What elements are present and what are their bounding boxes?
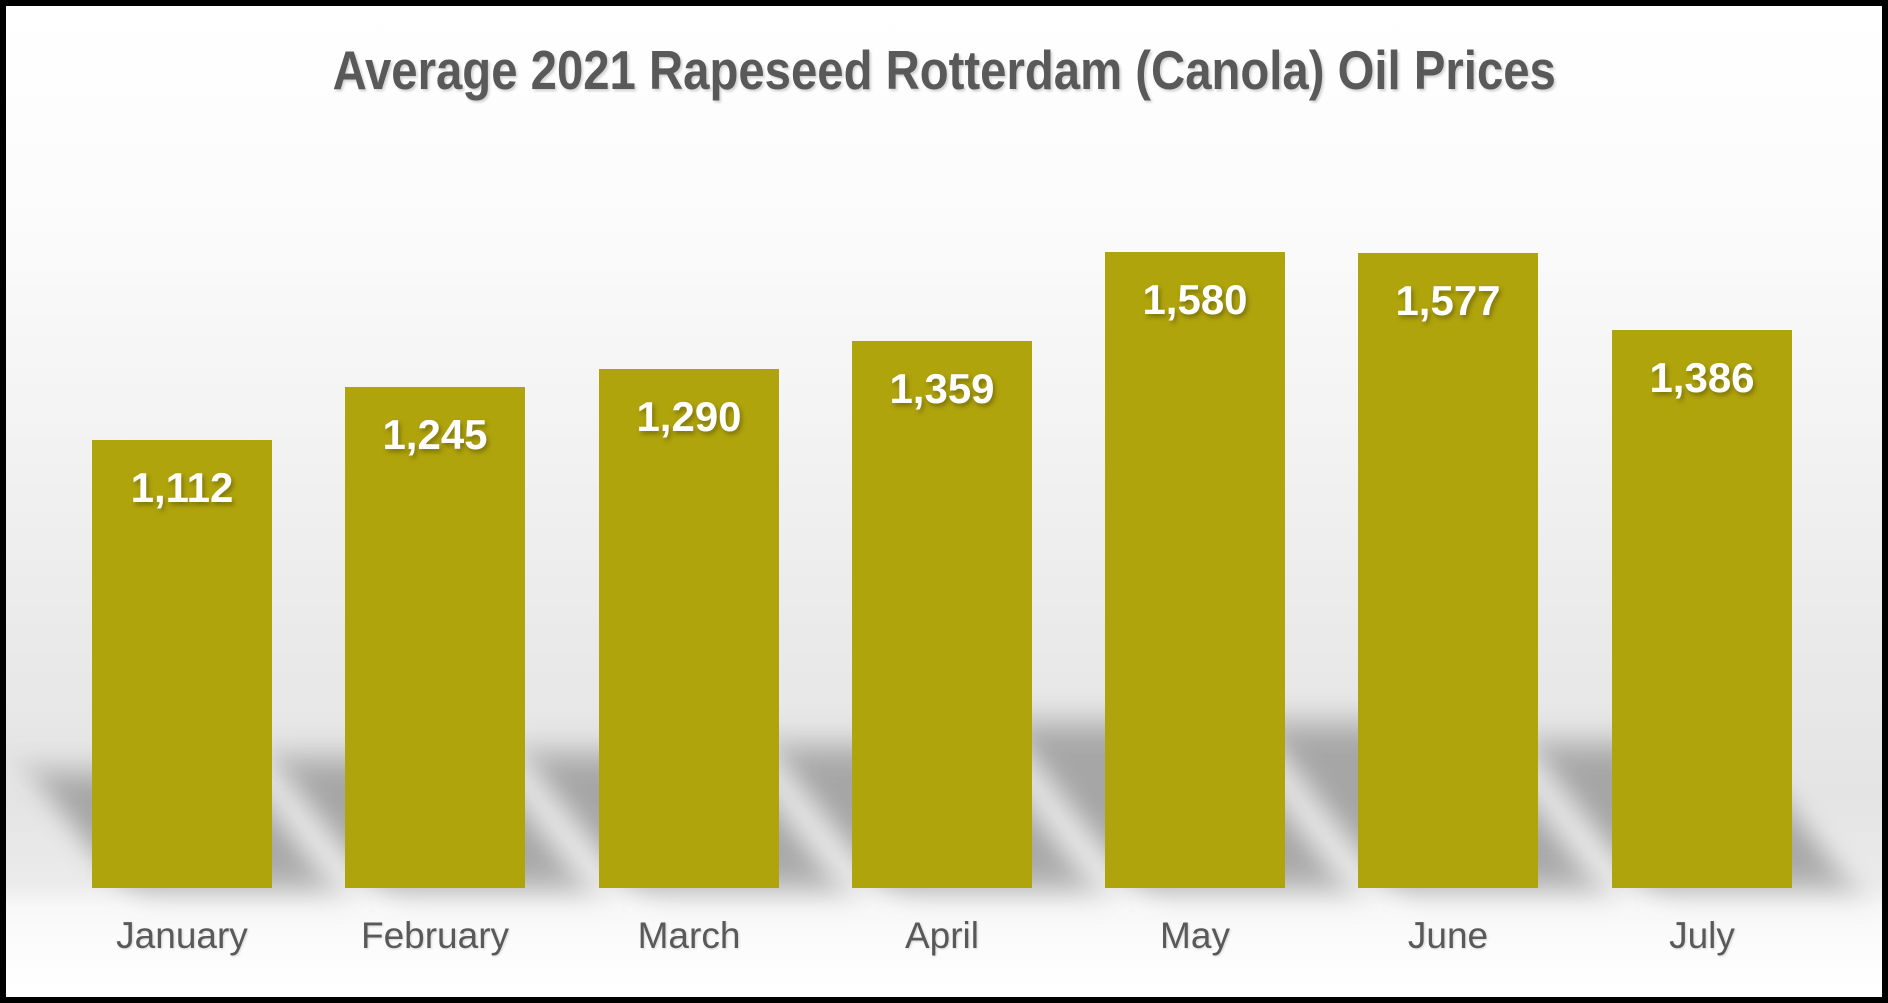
bar-value-label: 1,577: [1395, 277, 1501, 324]
category-label-february: February: [360, 915, 510, 956]
bar-june: 1,577: [1358, 253, 1538, 888]
category-label-april: April: [904, 915, 980, 956]
chart-title: Average 2021 Rapeseed Rotterdam (Canola)…: [6, 40, 1882, 101]
bar-may: 1,580: [1105, 252, 1285, 888]
category-label-january: January: [116, 915, 248, 956]
chart-title-text: Average 2021 Rapeseed Rotterdam (Canola)…: [332, 39, 1556, 101]
bar-value-label: 1,245: [382, 411, 488, 458]
bar-march: 1,290: [599, 369, 779, 888]
bar-july: 1,386: [1612, 330, 1792, 888]
category-label-march: March: [637, 915, 741, 956]
bar-february: 1,245: [345, 387, 525, 888]
plot-area: 1,112 1,245 1,290 1,359 1,580 1,577 1,386: [6, 6, 1882, 997]
category-label-june: June: [1407, 915, 1489, 956]
bar-january: 1,112: [92, 440, 272, 888]
bar-value-label: 1,112: [130, 464, 234, 511]
bar-value-label: 1,359: [889, 365, 995, 412]
category-label-july: July: [1669, 915, 1735, 956]
x-axis: January February March April May June July: [6, 915, 1882, 975]
category-label-may: May: [1160, 915, 1230, 956]
bar-value-label: 1,386: [1649, 354, 1755, 401]
bar-value-label: 1,580: [1142, 276, 1248, 323]
bar-april: 1,359: [852, 341, 1032, 888]
bar-value-label: 1,290: [636, 393, 742, 440]
